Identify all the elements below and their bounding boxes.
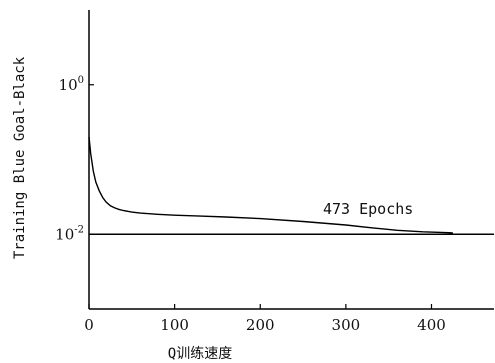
x-tick-label: 100 xyxy=(160,316,189,334)
y-axis-label: Training Blue Goal-Black xyxy=(12,56,28,259)
x-tick-label: 300 xyxy=(332,316,361,334)
series-group xyxy=(88,136,453,234)
epochs-annotation: 473 Epochs xyxy=(323,200,413,218)
axes xyxy=(88,10,494,310)
x-axis-label: Q训练速度 xyxy=(168,346,232,362)
y-tick-label: 100 xyxy=(59,75,84,94)
ticks: 0 100 200 300 400 100 10-2 xyxy=(55,75,446,334)
x-tick-label: 0 xyxy=(84,316,94,334)
x-tick-label: 400 xyxy=(417,316,446,334)
y-tick-label: 10-2 xyxy=(55,224,84,243)
series-line xyxy=(88,136,453,234)
x-tick-label: 200 xyxy=(246,316,275,334)
